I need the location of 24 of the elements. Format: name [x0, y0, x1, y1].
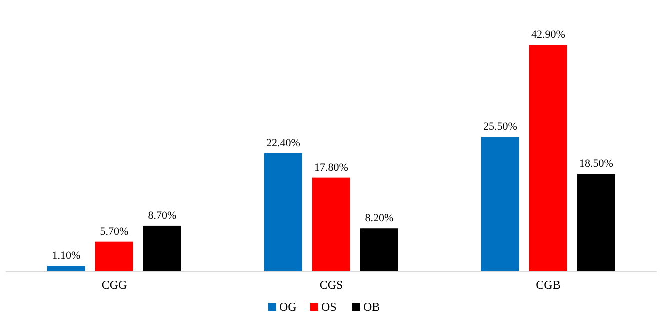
- x-tick-label: CGS: [320, 278, 344, 292]
- data-label: 8.70%: [148, 210, 177, 222]
- data-label: 42.90%: [532, 29, 566, 41]
- bar: [482, 137, 520, 272]
- bar: [578, 174, 616, 272]
- bar: [96, 242, 134, 272]
- bar: [360, 228, 398, 272]
- data-label: 5.70%: [100, 226, 129, 238]
- bar: [312, 178, 350, 272]
- legend-label: OB: [364, 300, 380, 314]
- bar: [264, 153, 302, 272]
- x-tick-label: CGB: [536, 278, 561, 292]
- legend-label: OS: [322, 300, 337, 314]
- bar: [144, 226, 182, 272]
- legend-label: OG: [280, 300, 298, 314]
- data-label: 1.10%: [52, 250, 81, 262]
- data-label: 8.20%: [365, 212, 394, 225]
- x-tick-label: CGG: [102, 278, 128, 292]
- bar: [530, 45, 568, 272]
- data-label: 17.80%: [314, 162, 348, 174]
- data-label: 22.40%: [266, 137, 300, 150]
- bar: [48, 266, 86, 272]
- data-label: 18.50%: [580, 158, 614, 170]
- data-label: 25.50%: [484, 121, 518, 134]
